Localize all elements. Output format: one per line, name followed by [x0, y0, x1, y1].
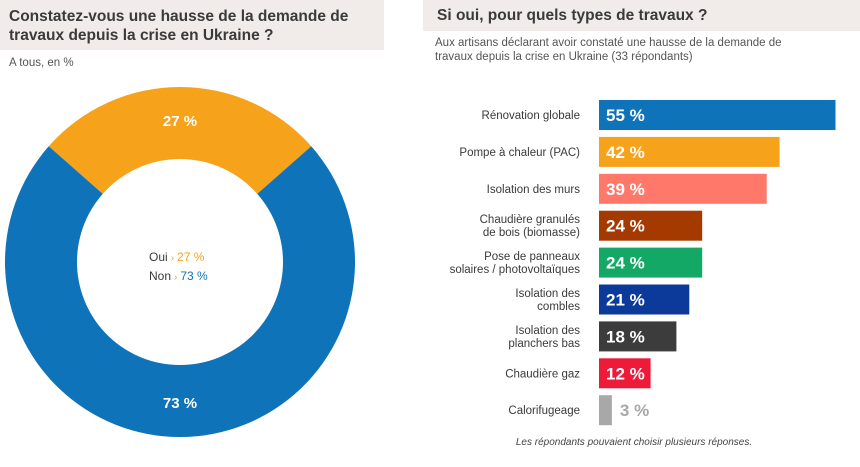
bar-1	[599, 136, 780, 167]
donut-slice-oui	[48, 86, 312, 194]
donut-slice-non	[4, 146, 356, 437]
bar-value-label-4: 24 %	[606, 254, 645, 273]
right-title: Si oui, pour quels types de travaux ?	[437, 7, 708, 24]
right-subtitle-line1: Aux artisans déclarant avoir constaté un…	[435, 37, 782, 49]
bar-value-label-0: 55 %	[606, 106, 645, 125]
bar-chart: 55 % Rénovation globale 42 % Pompe à chaleu…	[450, 100, 836, 426]
left-header: Constatez-vous une hausse de la demande …	[0, 0, 384, 50]
donut-label-oui: 27 %	[163, 113, 197, 130]
left-title: Constatez-vous une hausse de la demande …	[9, 7, 348, 45]
bar-category-label-5: combles	[537, 301, 580, 313]
bar-value-label-3: 24 %	[606, 217, 645, 236]
bar-6	[599, 321, 677, 352]
left-title-line1: Constatez-vous une hausse de la demande …	[9, 8, 349, 25]
chevron-right-icon: ›	[174, 272, 178, 283]
bar-5	[599, 284, 690, 315]
chevron-right-icon: ›	[170, 253, 175, 264]
bar-category-label-4: Pose de panneaux	[484, 251, 580, 263]
legend-item-oui: Oui › 27 %	[149, 250, 204, 266]
bar-category-label-5: Isolation des	[515, 288, 580, 300]
left-title-line2: travaux depuis la crise en Ukraine ?	[9, 27, 274, 44]
bar-category-label-2: Isolation des murs	[487, 184, 581, 196]
bar-3	[599, 210, 703, 241]
bar-2	[599, 173, 767, 204]
bar-category-label-4: solaires / photovoltaïques	[450, 264, 581, 276]
legend-label-oui: Oui	[149, 250, 168, 264]
bar-8	[599, 395, 612, 426]
legend-value-oui: 27 %	[177, 250, 205, 264]
right-subtitle: Aux artisans déclarant avoir constaté un…	[435, 36, 845, 64]
bar-category-label-6: Isolation des	[515, 325, 580, 337]
bar-4	[599, 247, 703, 278]
right-subtitle-line2: travaux depuis la crise en Ukraine (33 r…	[435, 51, 693, 63]
bar-value-label-8: 3 %	[620, 401, 649, 420]
bar-7	[599, 358, 651, 389]
bar-0	[599, 100, 836, 130]
bar-category-label-3: de bois (biomasse)	[483, 227, 580, 239]
bar-category-label-1: Pompe à chaleur (PAC)	[459, 147, 580, 159]
legend-label-non: Non	[149, 269, 172, 283]
footnote: Les répondants pouvaient choisir plusieu…	[515, 437, 753, 448]
donut-chart: 27 % 73 %	[4, 86, 356, 437]
bar-value-label-2: 39 %	[606, 180, 645, 199]
right-header: Si oui, pour quels types de travaux ?	[423, 0, 860, 31]
bar-value-label-5: 21 %	[606, 291, 645, 310]
bar-category-label-7: Chaudière gaz	[505, 368, 580, 380]
legend-item-non: Non › 73 %	[149, 269, 208, 285]
bar-category-label-8: Calorifugeage	[508, 405, 580, 417]
donut-label-non: 73 %	[163, 395, 197, 412]
left-subtitle: A tous, en %	[9, 57, 74, 69]
bar-value-label-6: 18 %	[606, 327, 645, 346]
bar-category-label-0: Rénovation globale	[482, 110, 580, 122]
bar-value-label-1: 42 %	[606, 143, 645, 162]
legend-value-non: 73 %	[180, 269, 208, 283]
bar-category-label-6: planchers bas	[508, 338, 580, 350]
bar-category-label-3: Chaudière granulés	[480, 214, 581, 226]
bar-value-label-7: 12 %	[606, 364, 645, 383]
